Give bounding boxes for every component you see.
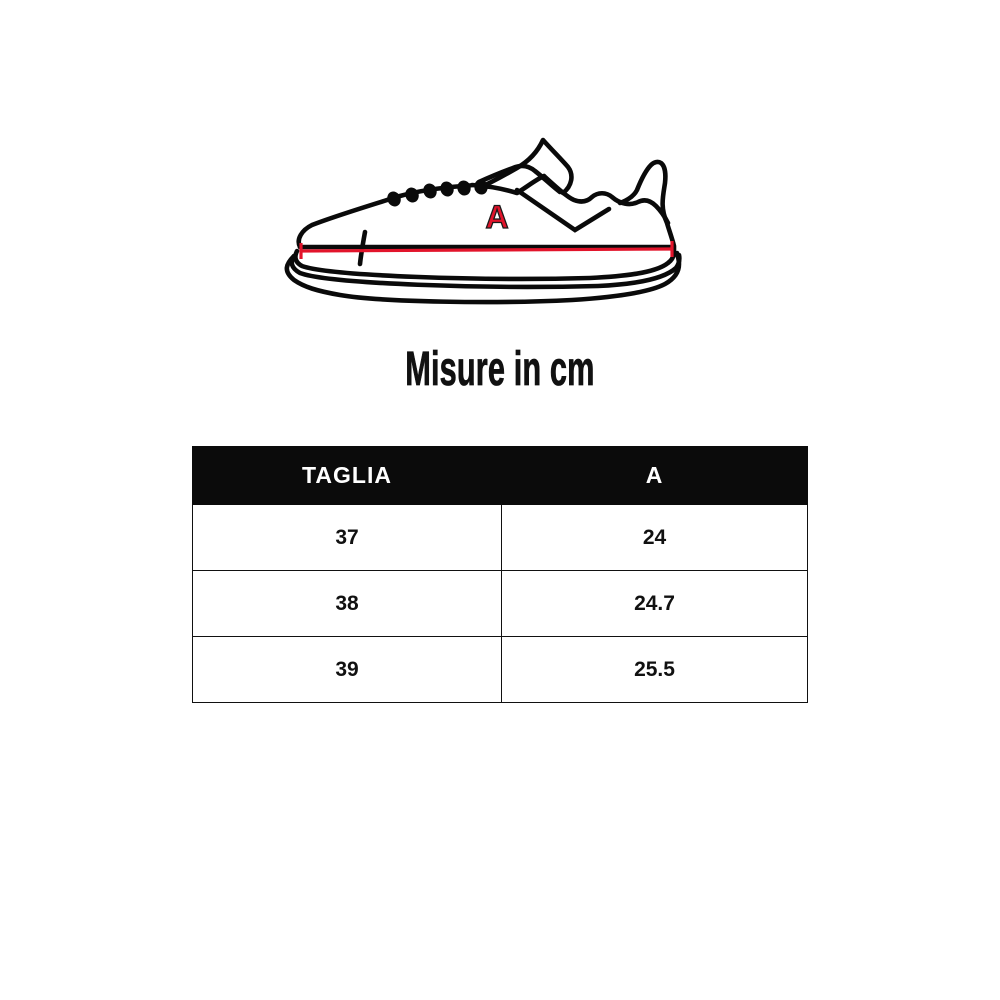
svg-text:A: A <box>485 199 508 235</box>
